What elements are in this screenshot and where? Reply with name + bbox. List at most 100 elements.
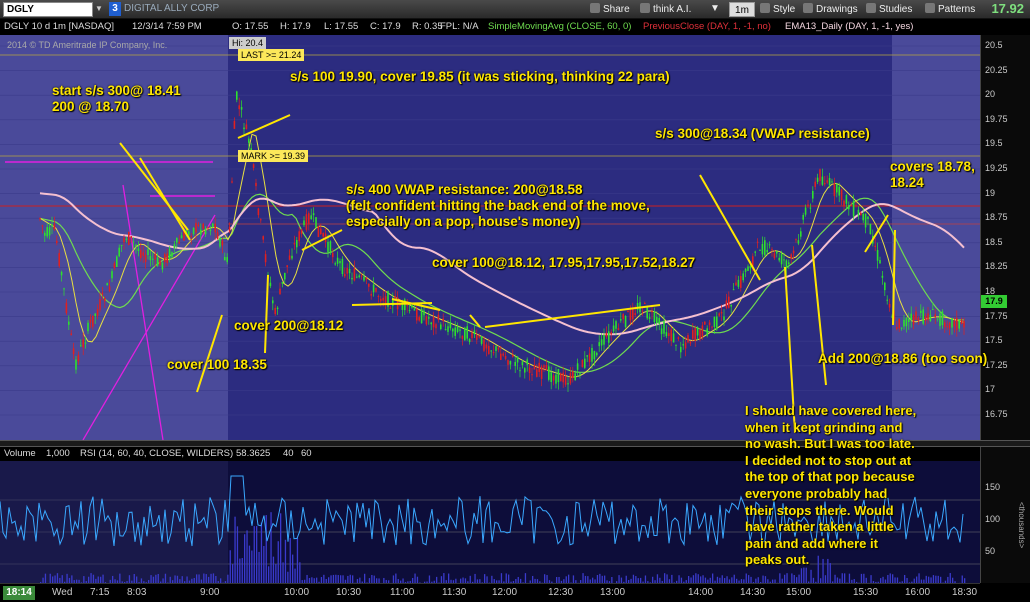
volume-bar (208, 576, 210, 583)
volume-bar (344, 579, 347, 583)
candle-body (308, 213, 310, 225)
candle-body (183, 231, 185, 241)
candle-body (785, 260, 788, 268)
volume-bar (419, 582, 421, 583)
volume-bar (220, 578, 222, 583)
candle-body (92, 315, 94, 327)
volume-scale: 1,000 (46, 448, 70, 459)
candle-body (876, 250, 879, 261)
prev-close-study-label[interactable]: PreviousClose (DAY, 1, -1, no) (643, 21, 771, 32)
link-group-badge[interactable]: 3 (109, 2, 121, 16)
panel-divider[interactable] (0, 440, 1030, 447)
candle-body (180, 235, 183, 239)
symbol-dropdown-icon[interactable]: ▼ (95, 4, 103, 13)
volume-bar (433, 580, 435, 583)
price-grid (0, 45, 980, 440)
volume-bar (364, 573, 366, 583)
price-tick: 16.75 (985, 409, 1008, 419)
candle-body (533, 365, 536, 370)
timeframe-selector[interactable]: 1m (729, 2, 755, 17)
volume-axis[interactable]: 150 100 50 <thousands> (980, 447, 1030, 583)
candle-body (459, 329, 461, 331)
volume-bar (911, 581, 913, 583)
candle-body (303, 220, 305, 226)
share-button[interactable]: Share (590, 3, 630, 15)
candle-body (408, 310, 411, 312)
study-info-bar: DGLY 10 d 1m [NASDAQ] 12/3/14 7:59 PM O:… (0, 19, 1030, 35)
toolbar: DGLY ▼ 3 DIGITAL ALLY CORP Share think A… (0, 0, 1030, 19)
candle-body (744, 268, 747, 272)
candle-body (680, 346, 682, 353)
volume-bar (949, 573, 951, 583)
candle-body (725, 300, 728, 308)
candle-body (53, 224, 56, 230)
candle-body (603, 334, 605, 345)
volume-rsi-chart[interactable] (0, 461, 980, 583)
candle-body (360, 275, 363, 277)
last-alert-tag[interactable]: LAST >= 21.24 (238, 49, 305, 61)
candle-body (636, 302, 639, 310)
volume-bar (546, 575, 548, 583)
volume-bar (150, 575, 152, 583)
volume-bar (198, 574, 200, 583)
candle-body (665, 332, 668, 337)
volume-bar (584, 575, 587, 583)
candle-body (449, 322, 452, 329)
candle-body (168, 248, 171, 260)
candle-body (171, 252, 173, 258)
candle-body (576, 363, 579, 370)
candle-body (41, 225, 44, 227)
candle-body (142, 252, 144, 256)
volume-bar (109, 579, 111, 583)
candle-body (896, 327, 898, 330)
candle-body (339, 260, 341, 264)
drawings-button[interactable]: Drawings (803, 3, 858, 15)
studies-button[interactable]: Studies (866, 3, 912, 15)
volume-bar (491, 575, 493, 583)
patterns-button[interactable]: Patterns (925, 3, 975, 15)
time-axis[interactable]: 18:14 Wed 7:15 8:03 9:00 10:00 10:30 11:00 11:3… (0, 583, 980, 602)
mark-alert-tag[interactable]: MARK >= 19.39 (238, 150, 309, 162)
volume-bar (385, 579, 387, 583)
candle-body (562, 372, 564, 383)
volume-bar (887, 574, 889, 583)
symbol-input[interactable]: DGLY (3, 2, 93, 17)
volume-bar (832, 581, 834, 583)
candle-body (905, 317, 908, 327)
candle-body (464, 327, 466, 341)
candle-body (956, 317, 958, 331)
volume-bar (102, 574, 104, 583)
style-button[interactable]: Style (760, 3, 795, 15)
volume-bar (337, 575, 339, 583)
volume-bar (191, 578, 193, 583)
volume-bar (409, 580, 411, 583)
candle-body (94, 313, 96, 316)
volume-bar (193, 577, 195, 583)
candle-body (348, 268, 351, 274)
volume-bar (882, 576, 884, 583)
candle-body (759, 249, 761, 251)
volume-bar (733, 574, 735, 583)
volume-bar (932, 575, 935, 583)
ema-study-label[interactable]: EMA13_Daily (DAY, 1, -1, yes) (785, 21, 914, 32)
candle-body (944, 322, 946, 327)
candle-body (668, 333, 670, 337)
sma-study-label[interactable]: SimpleMovingAvg (CLOSE, 60, 0) (488, 21, 632, 32)
candle-body (137, 248, 140, 251)
candle-body (792, 250, 795, 254)
volume-bar (700, 576, 702, 583)
rsi-label[interactable]: RSI (14, 60, 40, CLOSE, WILDERS) (80, 448, 234, 459)
price-chart[interactable] (0, 35, 980, 440)
volume-bar (160, 581, 162, 583)
indicator-lines (39, 133, 965, 378)
price-axis[interactable]: 20.5 20.25 20 19.75 19.5 19.25 19 18.75 18.5 18.2… (980, 35, 1030, 440)
volume-bar (323, 574, 325, 583)
volume-bar (402, 578, 404, 583)
volume-bar (899, 581, 901, 583)
volume-bar (172, 580, 174, 583)
candle-body (452, 328, 454, 332)
volume-label[interactable]: Volume (4, 448, 36, 459)
volume-bar (743, 579, 745, 583)
think-ai-button[interactable]: think A.I. (640, 3, 691, 15)
candle-body (65, 302, 68, 314)
